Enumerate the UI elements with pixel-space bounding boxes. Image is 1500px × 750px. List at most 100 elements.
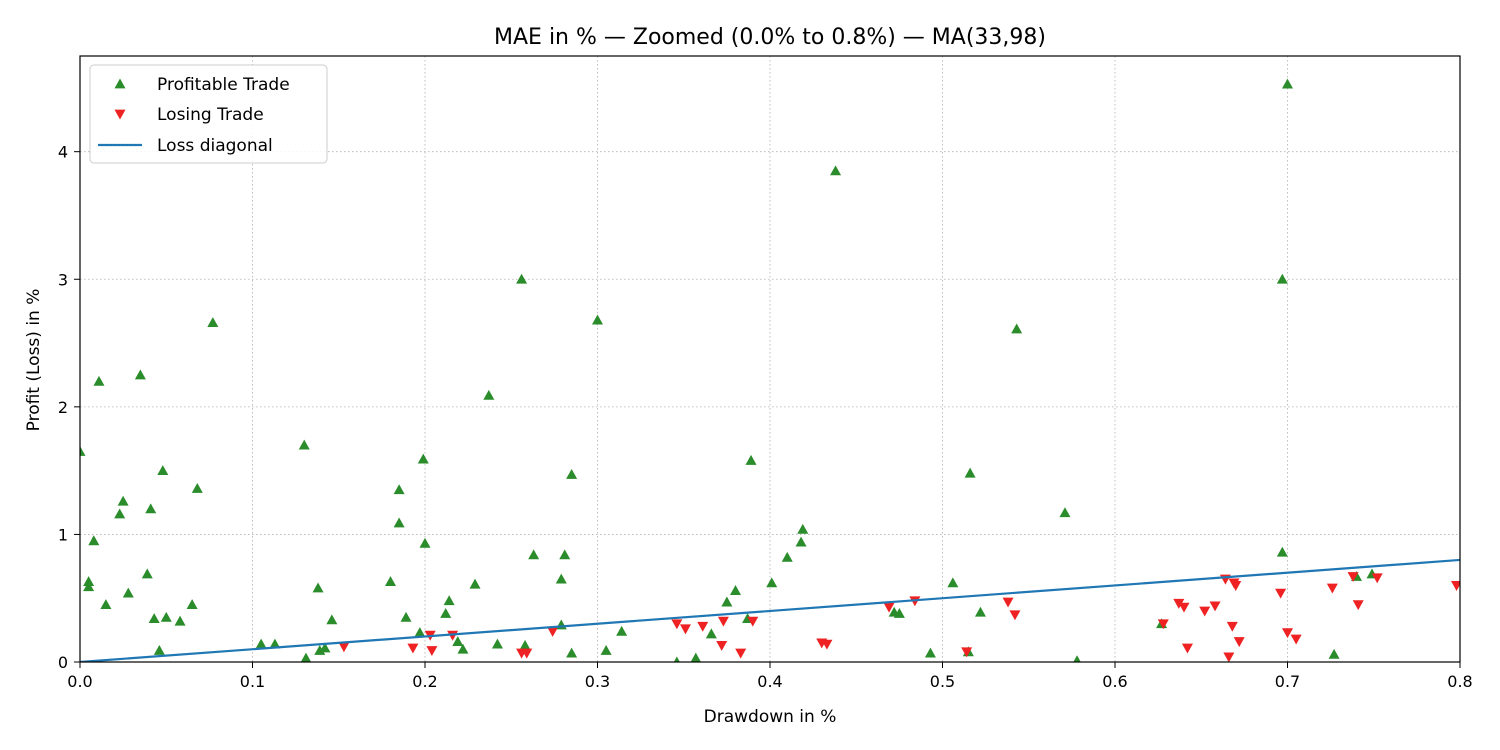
losing-trade-point — [1157, 619, 1169, 630]
legend-label-losing: Losing Trade — [157, 105, 264, 125]
loss-diagonal-line — [80, 558, 1460, 662]
losing-trade-point — [1233, 637, 1245, 648]
profitable-trade-point — [519, 639, 531, 650]
x-tick-label: 0.8 — [1447, 672, 1472, 691]
x-tick-label: 0.4 — [757, 672, 782, 691]
profitable-trade-point — [319, 642, 331, 653]
chart-title: MAE in % — Zoomed (0.0% to 0.8%) — MA(33… — [494, 25, 1046, 50]
profitable-trade-point — [483, 389, 495, 400]
profitable-trade-point — [469, 578, 481, 589]
profitable-trade-point — [174, 615, 186, 626]
x-tick-label: 0.0 — [67, 672, 92, 691]
x-tick-label: 0.2 — [412, 672, 437, 691]
profitable-trade-point — [528, 549, 540, 560]
profitable-trade-point — [191, 482, 203, 493]
profitable-trade-point — [186, 599, 198, 609]
profitable-trade-point — [419, 537, 431, 548]
x-tick-label: 0.1 — [240, 672, 265, 691]
profitable-trade-point — [964, 467, 976, 478]
losing-trade-point — [1352, 600, 1364, 611]
profitable-trade-point — [673, 656, 680, 662]
profitable-trade-point — [721, 596, 733, 607]
profitable-trade-point — [893, 608, 905, 618]
x-axis-ticks: 0.0 0.1 0.2 0.3 0.4 0.5 0.6 0.7 0.8 — [67, 662, 1473, 691]
losing-trade-point — [716, 641, 728, 651]
series-loss-diagonal — [80, 558, 1460, 662]
profitable-trade-point — [114, 508, 126, 519]
legend-box — [89, 64, 328, 164]
losing-trade-point — [1347, 572, 1359, 583]
losing-trade-point — [1451, 581, 1460, 591]
losing-trade-point — [1230, 581, 1242, 591]
profitable-trade-point — [80, 445, 86, 456]
profitable-trade-point — [83, 576, 95, 587]
profitable-trade-point — [730, 585, 741, 595]
profitable-trade-point — [153, 645, 165, 655]
losing-trade-point — [697, 621, 709, 632]
losing-trade-point — [407, 643, 419, 654]
legend-marker-profitable — [114, 78, 126, 89]
profitable-trade-point — [516, 273, 528, 284]
profitable-trade-point — [974, 606, 986, 617]
profitable-trade-point — [88, 535, 100, 546]
losing-trade-point — [547, 626, 559, 637]
profitable-trade-point — [690, 652, 702, 662]
losing-trade-point — [338, 642, 350, 653]
profitable-trade-point — [117, 495, 129, 506]
profitable-trade-point — [600, 645, 612, 655]
profitable-trade-point — [417, 453, 429, 464]
losing-trade-point — [1199, 606, 1211, 617]
profitable-trade-point — [452, 636, 464, 646]
profitable-trade-point — [1073, 655, 1081, 662]
profitable-trade-point — [100, 599, 112, 609]
profitable-trade-point — [566, 468, 578, 479]
losing-trade-point — [1209, 601, 1221, 612]
profitable-trade-point — [314, 645, 326, 655]
profitable-trade-point — [145, 503, 157, 514]
legend-marker-losing — [114, 109, 126, 120]
profitable-trade-point — [616, 625, 628, 636]
losing-trade-point — [521, 648, 533, 659]
series-losing-trade — [338, 572, 1460, 662]
y-tick-label: 2 — [58, 398, 68, 417]
profitable-trade-point — [393, 484, 405, 495]
losing-trade-point — [679, 624, 691, 635]
profitable-trade-point — [83, 581, 95, 592]
profitable-trade-point — [592, 314, 603, 325]
profitable-trade-point — [1059, 507, 1071, 518]
y-axis-ticks: 0 1 2 3 4 — [58, 143, 80, 672]
profitable-trade-point — [414, 627, 426, 638]
profitable-trade-point — [326, 614, 338, 625]
profitable-trade-point — [559, 549, 571, 560]
losing-trade-point — [883, 602, 895, 613]
losing-trade-point — [1002, 597, 1014, 608]
profitable-trade-point — [393, 517, 405, 528]
profitable-trade-point — [705, 628, 717, 639]
y-tick-label: 3 — [58, 270, 68, 289]
profitable-trade-point — [134, 369, 146, 380]
losing-trade-point — [426, 646, 438, 657]
profitable-trade-point — [141, 568, 153, 579]
profitable-trade-point — [269, 638, 281, 649]
losing-trade-point — [735, 648, 747, 659]
profitable-trade-point — [312, 582, 324, 593]
losing-trade-point — [1275, 588, 1287, 599]
losing-trade-point — [1223, 652, 1235, 662]
y-axis-label: Profit (Loss) in % — [24, 289, 44, 432]
x-tick-label: 0.3 — [585, 672, 610, 691]
profitable-trade-point — [1328, 648, 1340, 659]
series-profitable-trade — [80, 78, 1378, 662]
legend: Profitable Trade Losing Trade Loss diago… — [89, 64, 328, 164]
profitable-trade-point — [745, 454, 757, 465]
losing-trade-point — [1178, 602, 1190, 613]
profitable-trade-point — [207, 317, 219, 328]
losing-trade-point — [1173, 598, 1185, 609]
profitable-trade-point — [1011, 323, 1023, 334]
profitable-trade-point — [298, 439, 310, 450]
profitable-trade-point — [440, 608, 452, 618]
y-tick-label: 4 — [58, 143, 68, 162]
profitable-trade-point — [830, 165, 842, 176]
losing-trade-point — [821, 639, 833, 650]
legend-label-diagonal: Loss diagonal — [157, 136, 273, 156]
